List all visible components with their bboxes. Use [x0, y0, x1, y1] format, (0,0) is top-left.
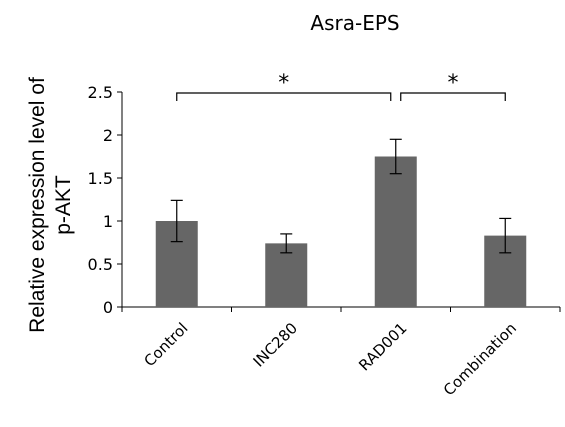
- bar: [374, 156, 417, 307]
- y-tick-label: 2.5: [88, 83, 113, 102]
- y-axis-label-line-1: Relative expression level of: [26, 77, 49, 333]
- y-ticks: 0 0.5 1 1.5 2 2.5: [88, 83, 122, 317]
- chart-title: Asra-EPS: [310, 11, 399, 35]
- significance-star: *: [278, 71, 289, 96]
- y-axis-label-line-2: p-AKT: [52, 175, 75, 235]
- significance-bracket: [176, 92, 392, 101]
- y-tick-label: 0.5: [88, 255, 113, 274]
- y-tick-label: 0: [103, 298, 113, 317]
- x-tick-labels: Control INC280 RAD001 Combination: [141, 319, 521, 399]
- significance-bracket: [400, 92, 506, 101]
- bar: [265, 243, 308, 307]
- significance-brackets: * *: [176, 71, 506, 101]
- significance-star: *: [448, 71, 459, 96]
- y-tick-label: 2: [103, 126, 113, 145]
- error-bars: [170, 138, 512, 254]
- x-tick-label: RAD001: [355, 319, 410, 374]
- x-tick-label: Control: [141, 319, 192, 370]
- x-tick-label: INC280: [250, 319, 301, 370]
- y-tick-label: 1: [103, 212, 113, 231]
- y-tick-label: 1.5: [88, 169, 113, 188]
- x-tick-label: Combination: [440, 319, 520, 399]
- bars: [155, 156, 527, 307]
